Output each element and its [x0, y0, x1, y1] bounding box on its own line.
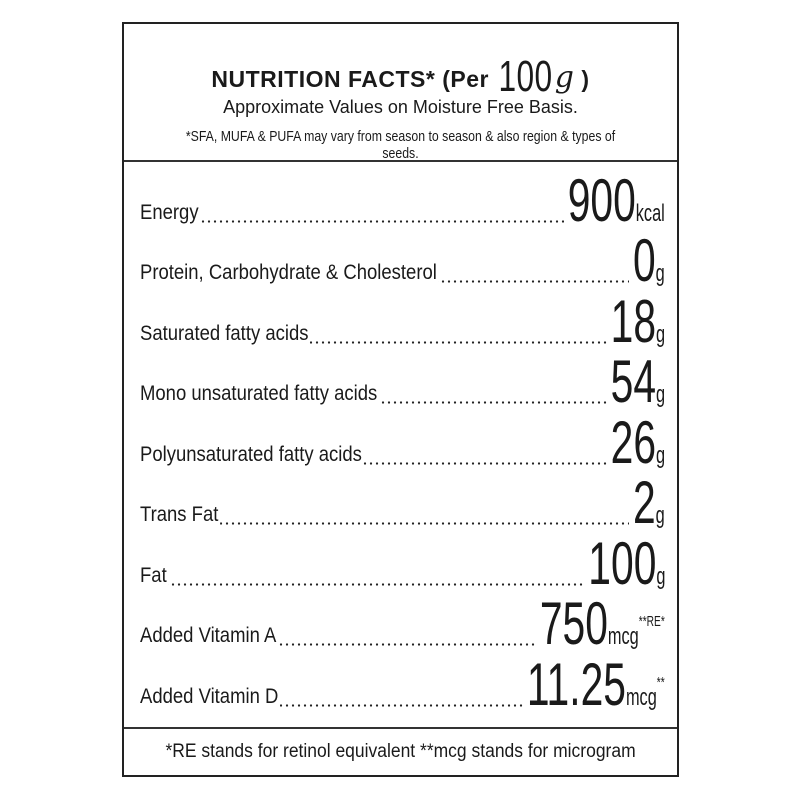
value-unit: mcg — [608, 623, 639, 650]
leader-dots — [140, 522, 630, 525]
nutrient-value: 0g — [633, 231, 665, 291]
nutrient-row: Energy 900kcal — [140, 170, 665, 233]
nutrient-value: 11.25mcg** — [527, 654, 665, 715]
nutrient-label: Polyunsaturated fatty acids — [140, 442, 364, 467]
leader-dots — [140, 461, 607, 465]
nutrient-label: Mono unsaturated fatty acids — [140, 382, 380, 406]
value-unit: g — [655, 502, 665, 529]
value-number: 11.25 — [527, 650, 627, 718]
header: NUTRITION FACTS* (Per 100g ) Approximate… — [124, 24, 677, 162]
value-footnote-mark: ** — [657, 673, 665, 691]
nutrient-label: Added Vitamin D — [140, 684, 281, 709]
nutrient-row: Added Vitamin A 750mcg**RE* — [140, 594, 665, 657]
value-number: 750 — [540, 590, 609, 657]
value-unit: g — [655, 260, 665, 287]
leader-dots — [140, 340, 607, 344]
nutrient-label: Added Vitamin A — [140, 624, 279, 648]
value-number: 100 — [587, 529, 656, 597]
title-qty: 100 — [498, 52, 553, 101]
title-unit: g — [554, 60, 575, 95]
nutrient-label: Saturated fatty acids — [140, 321, 311, 346]
nutrition-facts-panel: NUTRITION FACTS* (Per 100g ) Approximate… — [122, 22, 679, 777]
nutrient-label: Fat — [140, 563, 169, 588]
value-number: 54 — [610, 348, 656, 415]
nutrient-row: Fat 100g — [140, 533, 665, 596]
nutrient-label: Energy — [140, 200, 201, 225]
nutrient-value: 2g — [633, 473, 665, 533]
nutrient-row: Mono unsaturated fatty acids 54g — [140, 352, 665, 415]
leader-dots — [140, 643, 536, 646]
title-close: ) — [581, 66, 590, 92]
leader-dots — [140, 582, 584, 586]
title: NUTRITION FACTS* (Per 100g ) — [124, 52, 677, 102]
value-number: 26 — [610, 408, 656, 476]
leader-dots — [140, 703, 524, 707]
nutrient-row: Added Vitamin D 11.25mcg** — [140, 654, 665, 717]
value-number: 2 — [633, 469, 656, 536]
value-unit: mcg — [626, 683, 658, 711]
nutrient-row: Protein, Carbohydrate & Cholesterol 0g — [140, 231, 665, 294]
value-number: 18 — [610, 287, 656, 355]
nutrient-value: 900kcal — [568, 170, 665, 231]
footer-note: *RE stands for retinol equivalent **mcg … — [124, 727, 677, 775]
leader-dots — [140, 219, 564, 223]
value-unit: g — [655, 562, 665, 590]
value-unit: g — [655, 381, 665, 408]
title-text: NUTRITION FACTS* (Per — [211, 66, 489, 92]
nutrient-value: 750mcg**RE* — [540, 594, 665, 654]
value-unit: kcal — [635, 199, 665, 227]
nutrient-label: Protein, Carbohydrate & Cholesterol — [140, 261, 439, 285]
nutrient-value: 54g — [611, 352, 665, 412]
value-unit: g — [655, 320, 665, 348]
value-number: 0 — [633, 227, 656, 294]
nutrient-row: Polyunsaturated fatty acids 26g — [140, 412, 665, 475]
seasonal-note: *SFA, MUFA & PUFA may vary from season t… — [185, 128, 616, 162]
nutrient-value: 100g — [588, 533, 665, 594]
nutrient-row: Saturated fatty acids 18g — [140, 291, 665, 354]
nutrient-value: 26g — [611, 412, 665, 473]
nutrient-value: 18g — [611, 291, 665, 352]
nutrient-row: Trans Fat 2g — [140, 473, 665, 536]
value-footnote-mark: **RE* — [638, 613, 665, 630]
nutrient-label: Trans Fat — [140, 503, 221, 527]
subtitle: Approximate Values on Moisture Free Basi… — [223, 97, 578, 117]
nutrient-rows: Energy 900kcal Protein, Carbohydrate & C… — [140, 170, 665, 717]
value-number: 900 — [567, 166, 636, 234]
footer-text: *RE stands for retinol equivalent **mcg … — [165, 741, 636, 762]
value-unit: g — [655, 441, 665, 469]
